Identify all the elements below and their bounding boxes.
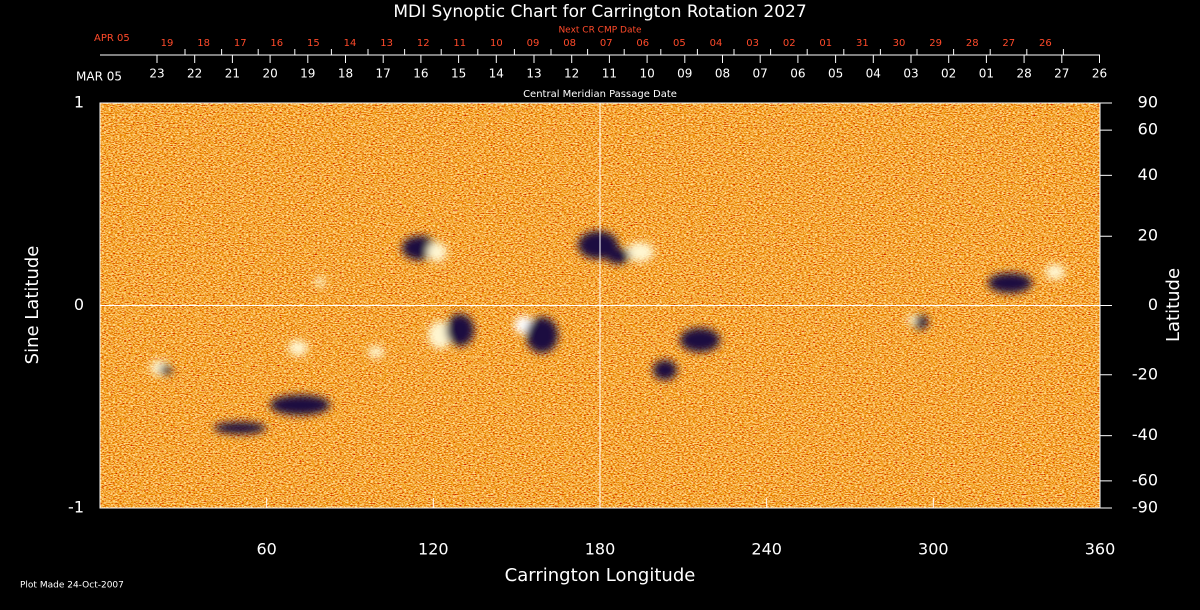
top2-tick-label: 02 — [783, 38, 796, 49]
y-axis-label: Sine Latitude — [22, 246, 43, 365]
top-tick-label: 09 — [677, 67, 692, 81]
top2-tick-label: 04 — [710, 38, 723, 49]
plot-note: Plot Made 24-Oct-2007 — [20, 581, 124, 591]
y-tick-label: 1 — [74, 93, 84, 112]
top2-tick-label: 07 — [600, 38, 613, 49]
chart-title: MDI Synoptic Chart for Carrington Rotati… — [393, 2, 806, 22]
top-tick-label: 10 — [639, 67, 654, 81]
y-tick-label: -1 — [68, 498, 84, 517]
y-tick-label: 0 — [74, 295, 84, 314]
y2-axis-label: Latitude — [1163, 268, 1184, 342]
x-tick-label: 60 — [256, 540, 276, 559]
top2-tick-label: 19 — [161, 38, 174, 49]
top2-tick-label: 27 — [1002, 38, 1015, 49]
x-tick-label: 180 — [585, 540, 616, 559]
top-tick-label: 12 — [564, 67, 579, 81]
top2-tick-label: 14 — [344, 38, 357, 49]
top-axis2-label: Next CR CMP Date — [558, 26, 642, 36]
top2-tick-label: 08 — [563, 38, 576, 49]
top-axis-row-label: MAR 05 — [76, 70, 122, 84]
x-tick-label: 240 — [751, 540, 782, 559]
top2-tick-label: 10 — [490, 38, 503, 49]
top-axis-label: Central Meridian Passage Date — [523, 89, 677, 100]
top2-tick-label: 28 — [966, 38, 979, 49]
top2-tick-label: 13 — [380, 38, 393, 49]
top-tick-label: 13 — [526, 67, 541, 81]
x-tick-label: 120 — [418, 540, 449, 559]
top-tick-label: 18 — [338, 67, 353, 81]
top-tick-label: 02 — [941, 67, 956, 81]
top-tick-label: 22 — [187, 67, 202, 81]
x-axis-label: Carrington Longitude — [505, 565, 696, 586]
top-tick-label: 16 — [413, 67, 428, 81]
top-tick-label: 11 — [602, 67, 617, 81]
top2-tick-label: 11 — [453, 38, 466, 49]
y2-tick-label: -90 — [1132, 498, 1158, 517]
top-tick-label: 27 — [1054, 67, 1069, 81]
y2-tick-label: 0 — [1148, 295, 1158, 314]
top-tick-label: 20 — [262, 67, 277, 81]
top2-tick-label: 29 — [929, 38, 942, 49]
top2-tick-label: 15 — [307, 38, 320, 49]
top-axis2-row-label: APR 05 — [94, 33, 130, 44]
y2-tick-label: 40 — [1138, 165, 1158, 184]
top2-tick-label: 05 — [673, 38, 686, 49]
top2-tick-label: 12 — [417, 38, 430, 49]
top-tick-label: 21 — [225, 67, 240, 81]
top-tick-label: 04 — [866, 67, 881, 81]
top2-tick-label: 16 — [270, 38, 283, 49]
y2-tick-label: -20 — [1132, 364, 1158, 383]
top-tick-label: 19 — [300, 67, 315, 81]
y2-tick-label: -60 — [1132, 470, 1158, 489]
top2-tick-label: 30 — [893, 38, 906, 49]
y2-tick-label: 20 — [1138, 226, 1158, 245]
top-tick-label: 06 — [790, 67, 805, 81]
top2-tick-label: 06 — [636, 38, 649, 49]
x-tick-label: 300 — [918, 540, 949, 559]
top-tick-label: 14 — [489, 67, 504, 81]
top-tick-label: 08 — [715, 67, 730, 81]
top-tick-label: 28 — [1016, 67, 1031, 81]
top2-tick-label: 17 — [234, 38, 247, 49]
active-regions — [150, 231, 1065, 434]
top2-tick-label: 09 — [527, 38, 540, 49]
top2-tick-label: 18 — [197, 38, 210, 49]
top2-tick-label: 31 — [856, 38, 869, 49]
top-tick-label: 15 — [451, 67, 466, 81]
top-tick-label: 26 — [1092, 67, 1107, 81]
top-tick-label: 07 — [753, 67, 768, 81]
x-tick-label: 360 — [1085, 540, 1116, 559]
y2-tick-label: 60 — [1138, 120, 1158, 139]
y2-tick-label: 90 — [1138, 93, 1158, 112]
top-tick-label: 17 — [376, 67, 391, 81]
y2-tick-label: -40 — [1132, 425, 1158, 444]
top2-tick-label: 01 — [819, 38, 832, 49]
top-tick-label: 01 — [979, 67, 994, 81]
top2-tick-label: 26 — [1039, 38, 1052, 49]
top-tick-label: 03 — [903, 67, 918, 81]
top-tick-label: 23 — [149, 67, 164, 81]
top2-tick-label: 03 — [746, 38, 759, 49]
top-tick-label: 05 — [828, 67, 843, 81]
